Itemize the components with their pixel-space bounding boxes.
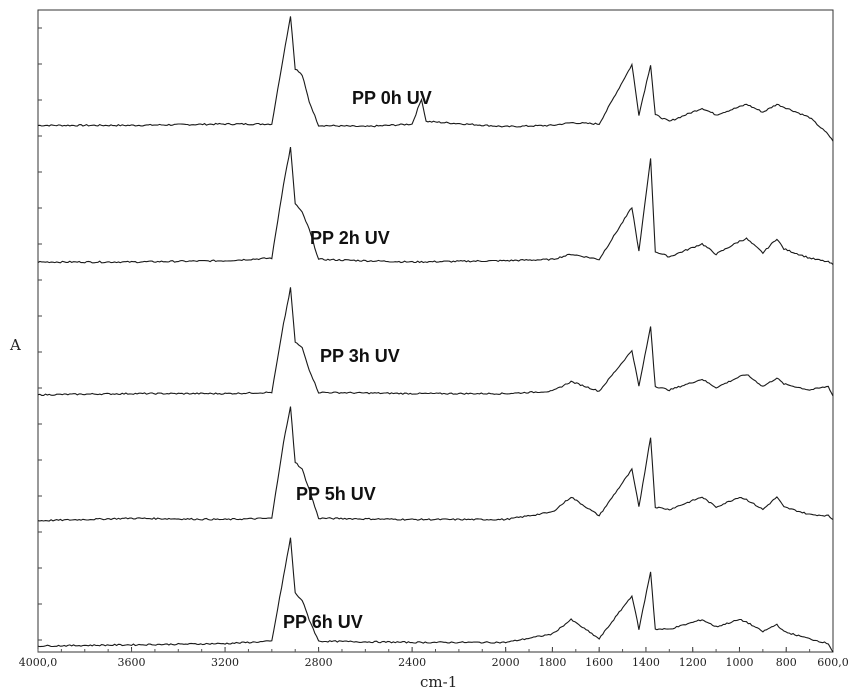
x-tick-label: 2000 <box>492 656 520 669</box>
x-axis-ticks: 4000,0 3600 3200 2800 2400 2000 1800 1600 1400 12… <box>19 647 849 669</box>
x-tick-label: 3600 <box>118 656 146 669</box>
trace-labels: PP 0h UV PP 2h UV PP 3h UV PP 5h UV PP 6h UV <box>283 88 432 632</box>
y-axis-ticks <box>38 27 42 641</box>
x-tick-label: 1400 <box>632 656 660 669</box>
x-tick-label: 1600 <box>585 656 613 669</box>
trace-label: PP 0h UV <box>352 88 432 108</box>
x-tick-label: 1000 <box>725 656 753 669</box>
trace-label: PP 5h UV <box>296 484 376 504</box>
trace-label: PP 6h UV <box>283 612 363 632</box>
x-tick-label: 600,0 <box>817 656 849 669</box>
trace-label: PP 2h UV <box>310 228 390 248</box>
x-tick-label: 2800 <box>305 656 333 669</box>
spectrum-line-pp-5h-uv <box>37 406 834 522</box>
spectrum-line-pp-3h-uv <box>37 287 834 397</box>
x-axis-title: cm-1 <box>420 673 457 691</box>
spectra-traces <box>37 16 834 653</box>
plot-frame <box>37 9 834 653</box>
x-tick-label: 800 <box>776 656 797 669</box>
x-tick-label: 1200 <box>679 656 707 669</box>
x-tick-label: 4000,0 <box>19 656 58 669</box>
x-tick-label: 1800 <box>538 656 566 669</box>
y-axis-title: A <box>9 336 21 354</box>
x-tick-label: 3200 <box>211 656 239 669</box>
spectrum-line-pp-0h-uv <box>37 16 834 142</box>
spectrum-line-pp-2h-uv <box>37 147 834 265</box>
spectrum-line-pp-6h-uv <box>37 537 834 653</box>
trace-label: PP 3h UV <box>320 346 400 366</box>
x-tick-label: 2400 <box>398 656 426 669</box>
